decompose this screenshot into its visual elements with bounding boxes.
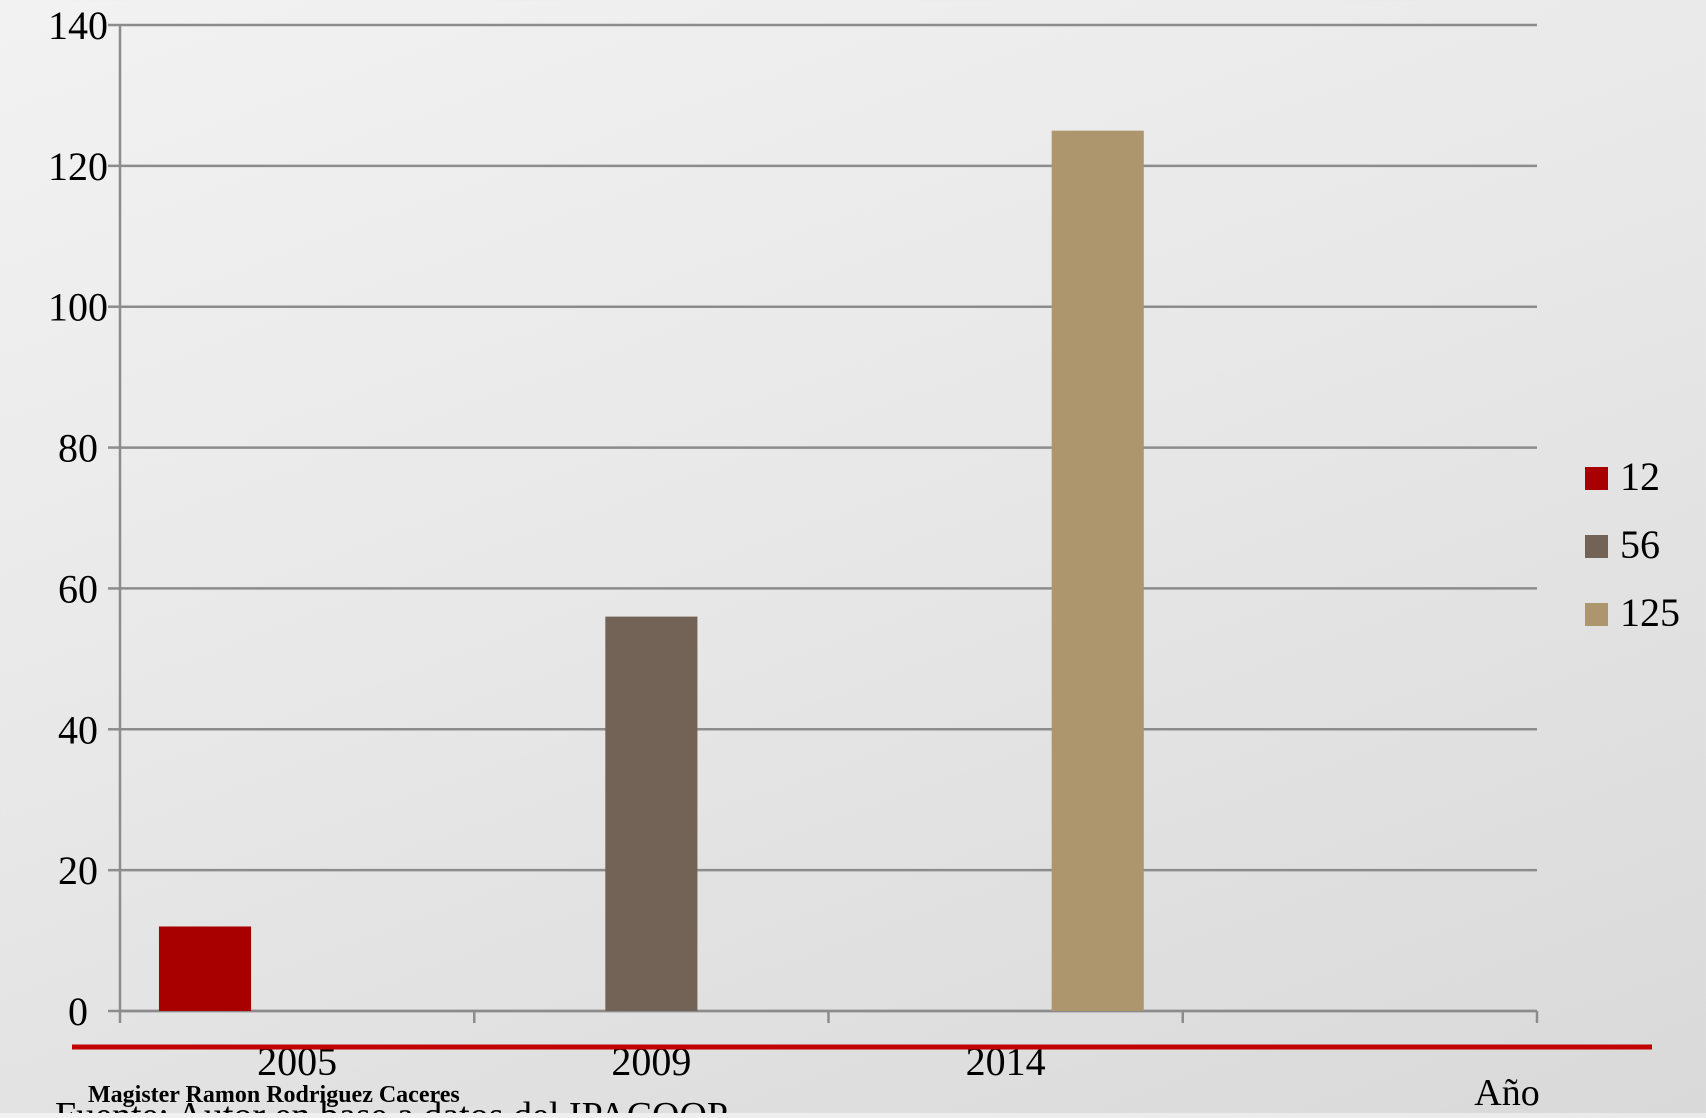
y-tick-label: 80: [58, 426, 98, 471]
legend-swatch: [1585, 603, 1608, 626]
y-tick-label: 120: [48, 144, 108, 189]
y-tick-label: 100: [48, 285, 108, 330]
legend-label: 125: [1620, 590, 1680, 635]
gridlines: [120, 23, 1537, 1013]
footer-source: Fuente: Autor en base a datos del IPACOO…: [55, 1095, 728, 1113]
axes: [108, 23, 1539, 1023]
legend-label: 12: [1620, 454, 1660, 499]
y-tick-label: 60: [58, 566, 98, 611]
bar-56-2009: [605, 616, 698, 1011]
y-tick-label: 40: [58, 707, 98, 752]
legend: 12 56 125: [1585, 454, 1680, 635]
bar-125-2014: [1051, 130, 1144, 1012]
legend-swatch: [1585, 535, 1608, 558]
footer-author: Magister Ramon Rodriguez Caceres: [88, 1082, 460, 1108]
x-axis-title: Año: [1474, 1072, 1539, 1113]
y-tick-label: 20: [58, 848, 98, 893]
y-tick-label: 140: [48, 3, 108, 48]
bars: [158, 130, 1144, 1012]
legend-swatch: [1585, 467, 1608, 490]
legend-label: 56: [1620, 522, 1660, 567]
y-tick-label: 0: [68, 989, 88, 1034]
bar-12-2005: [158, 926, 252, 1011]
